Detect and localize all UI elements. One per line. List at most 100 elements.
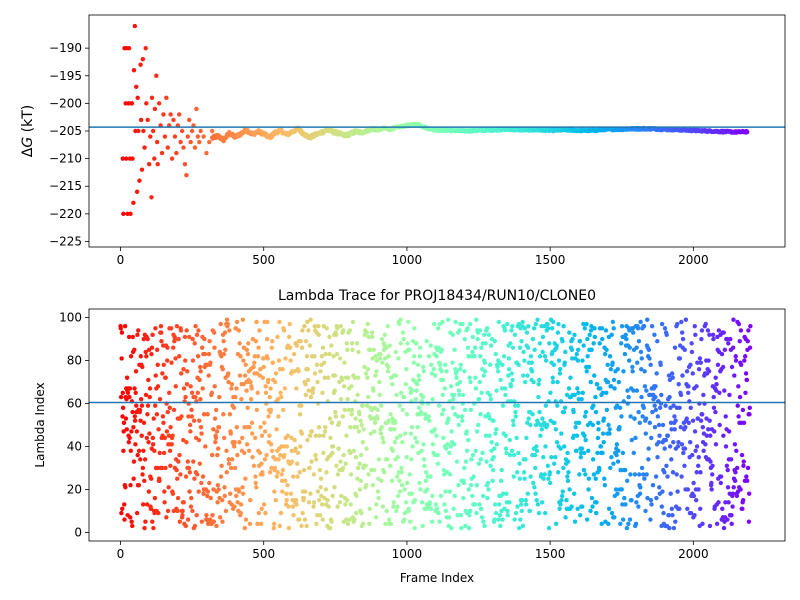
lambda-point [399, 465, 404, 471]
delta-g-point [138, 117, 144, 123]
lambda-point [401, 336, 406, 342]
lambda-point [537, 409, 542, 415]
lambda-point [604, 407, 610, 413]
lambda-point [232, 504, 237, 509]
lambda-point [299, 431, 305, 436]
lambda-point [536, 381, 541, 387]
lambda-point [519, 502, 524, 507]
lambda-point [349, 384, 354, 389]
lambda-point [740, 407, 746, 413]
lambda-point [717, 422, 722, 428]
lambda-point [628, 414, 633, 419]
lambda-point [392, 427, 397, 432]
delta-g-point [194, 106, 199, 112]
lambda-point [374, 358, 380, 363]
lambda-point [557, 506, 562, 511]
lambda-point [368, 347, 373, 353]
lambda-point [153, 373, 158, 378]
lambda-point [236, 328, 241, 333]
lambda-point [377, 356, 383, 361]
lambda-point [510, 323, 515, 329]
lambda-point [397, 489, 403, 494]
lambda-point [714, 381, 719, 387]
lambda-point [130, 409, 135, 415]
lambda-point [709, 487, 714, 492]
delta-g-ytick-label: −195 [49, 69, 82, 83]
lambda-point [217, 394, 222, 400]
lambda-point [404, 366, 409, 372]
lambda-point [356, 429, 362, 434]
lambda-point [450, 332, 455, 337]
lambda-point [323, 351, 328, 357]
lambda-point [422, 463, 427, 469]
lambda-point [195, 472, 200, 477]
lambda-point [525, 345, 531, 350]
lambda-point [483, 433, 489, 438]
lambda-point [277, 319, 282, 325]
lambda-ytick: 0 [74, 525, 89, 539]
delta-g-point [179, 128, 185, 134]
lambda-point [534, 497, 539, 503]
lambda-point [152, 403, 158, 408]
lambda-point [403, 500, 409, 505]
lambda-point [242, 373, 248, 378]
lambda-point [185, 369, 190, 374]
lambda-point [558, 502, 563, 507]
lambda-point [370, 356, 375, 361]
lambda-point [561, 409, 567, 415]
lambda-point [400, 407, 405, 413]
lambda-point [512, 332, 518, 337]
lambda-point [272, 465, 278, 471]
lambda-point [292, 369, 297, 374]
lambda-point [131, 459, 137, 464]
lambda-point [274, 427, 279, 432]
lambda-point [513, 414, 518, 419]
lambda-point [511, 452, 517, 458]
lambda-point [127, 394, 132, 400]
lambda-point [423, 416, 428, 421]
lambda-point [520, 319, 525, 325]
lambda-point [477, 502, 482, 507]
lambda-point [500, 362, 505, 368]
lambda-point [169, 360, 174, 365]
lambda-point [594, 510, 599, 516]
lambda-point [349, 412, 354, 417]
lambda-point [479, 515, 485, 520]
lambda-point [309, 459, 314, 464]
lambda-point [501, 354, 507, 359]
lambda-point [561, 323, 566, 329]
lambda-point [350, 347, 355, 353]
lambda-point [236, 489, 242, 494]
lambda-point [667, 394, 672, 400]
lambda-point [550, 379, 556, 385]
lambda-point [517, 461, 522, 466]
lambda-point [566, 470, 571, 475]
lambda-point [726, 341, 731, 346]
lambda-point [704, 433, 710, 438]
delta-g-point [209, 128, 215, 134]
lambda-point [330, 444, 336, 449]
lambda-point [554, 343, 559, 348]
lambda-point [344, 341, 349, 346]
lambda-point [484, 326, 490, 331]
lambda-point [231, 405, 237, 411]
lambda-point [370, 334, 375, 340]
lambda-point [748, 323, 753, 329]
lambda-point [610, 360, 615, 365]
lambda-point [421, 457, 427, 462]
lambda-point [121, 429, 126, 434]
lambda-point [673, 418, 678, 423]
lambda-point [416, 450, 421, 456]
lambda-point [377, 379, 382, 385]
lambda-point [539, 427, 545, 432]
lambda-point [417, 480, 422, 486]
lambda-point [329, 343, 334, 348]
lambda-point [580, 358, 585, 363]
lambda-point [227, 412, 233, 417]
lambda-point [615, 491, 620, 496]
lambda-point [494, 388, 499, 393]
lambda-point [162, 435, 168, 441]
lambda-point [502, 386, 508, 391]
lambda-point [192, 341, 197, 346]
lambda-point [663, 403, 668, 408]
